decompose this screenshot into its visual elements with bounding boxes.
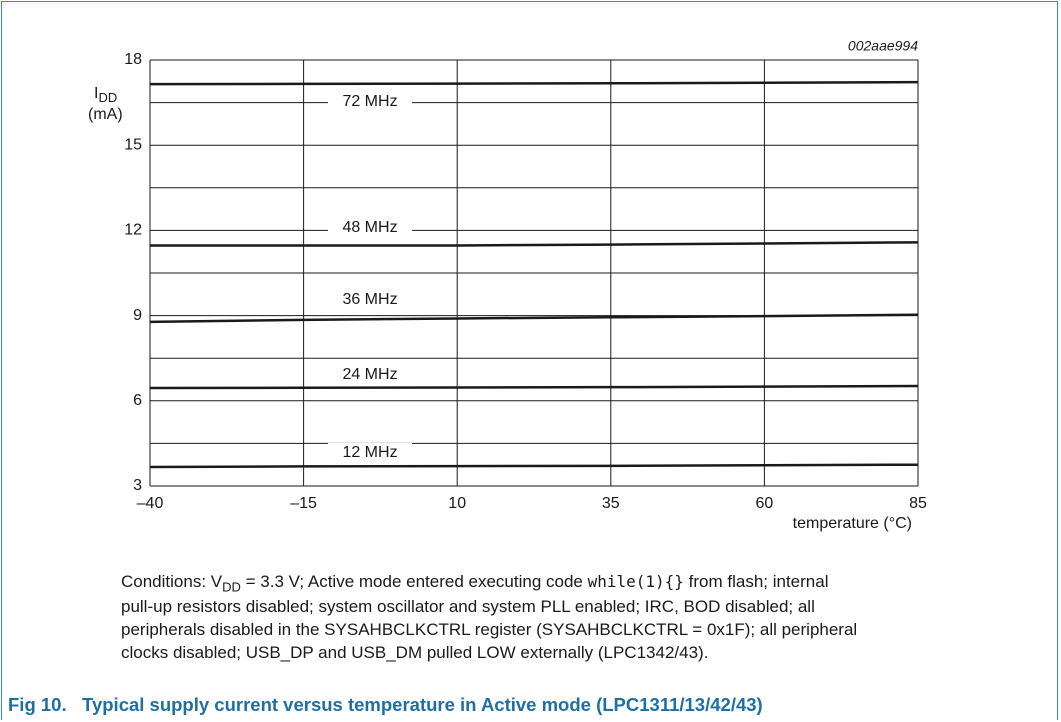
caption: Fig 10. Typical supply current versus te… <box>8 694 763 716</box>
label-background <box>328 92 412 112</box>
y-label-symbol: I <box>94 85 98 102</box>
conditions-line: clocks disabled; USB_DP and USB_DM pulle… <box>121 643 709 662</box>
label-background <box>328 365 412 385</box>
label-background <box>328 443 412 463</box>
code: while(1){} <box>587 572 684 591</box>
series-line <box>149 313 919 324</box>
x-axis-label: temperature (°C) <box>793 515 912 532</box>
x-tick-label: 85 <box>909 495 927 512</box>
label-background <box>328 218 412 238</box>
subscript: DD <box>222 579 241 595</box>
x-tick-label: 10 <box>448 495 466 512</box>
x-tick-label: 35 <box>602 495 620 512</box>
figure-code: 002aae994 <box>848 38 918 54</box>
y-tick-label: 3 <box>133 477 142 494</box>
label-background <box>328 290 412 310</box>
y-label-subscript: DD <box>98 90 117 105</box>
series-line <box>149 384 919 390</box>
text: from flash; internal <box>683 572 829 591</box>
text: = 3.3 V; Active mode entered executing c… <box>240 572 588 591</box>
series-line <box>150 241 919 247</box>
series-line <box>149 80 919 86</box>
series-line <box>149 463 919 469</box>
caption-number: Fig 10. <box>8 694 67 715</box>
y-tick-label: 18 <box>124 51 142 68</box>
series-label: 48 MHz <box>342 219 397 236</box>
y-tick-label: 6 <box>133 392 142 409</box>
y-axis-unit: (mA) <box>88 106 123 123</box>
chart: 002aae994 IDD (mA) temperature (°C) 3 6 9 1… <box>88 38 927 533</box>
conditions-line: Conditions: VDD = 3.3 V; Active mode ent… <box>121 572 828 594</box>
series-label: 36 MHz <box>342 291 397 308</box>
x-tick-label: –40 <box>137 495 164 512</box>
series-label: 12 MHz <box>342 444 397 461</box>
y-tick-label: 9 <box>133 307 142 324</box>
conditions-line: peripherals disabled in the SYSAHBCLKCTR… <box>121 620 858 639</box>
conditions-line: pull-up resistors disabled; system oscil… <box>121 597 815 616</box>
series-label: 72 MHz <box>342 93 397 110</box>
text: Conditions: V <box>121 572 223 591</box>
y-tick-label: 15 <box>124 136 142 153</box>
x-tick-label: 60 <box>756 495 774 512</box>
caption-text: Typical supply current versus temperatur… <box>82 694 763 715</box>
y-tick-label: 12 <box>124 222 142 239</box>
y-axis-label: IDD <box>94 85 117 105</box>
series-label: 24 MHz <box>342 366 397 383</box>
x-tick-label: –15 <box>290 495 317 512</box>
